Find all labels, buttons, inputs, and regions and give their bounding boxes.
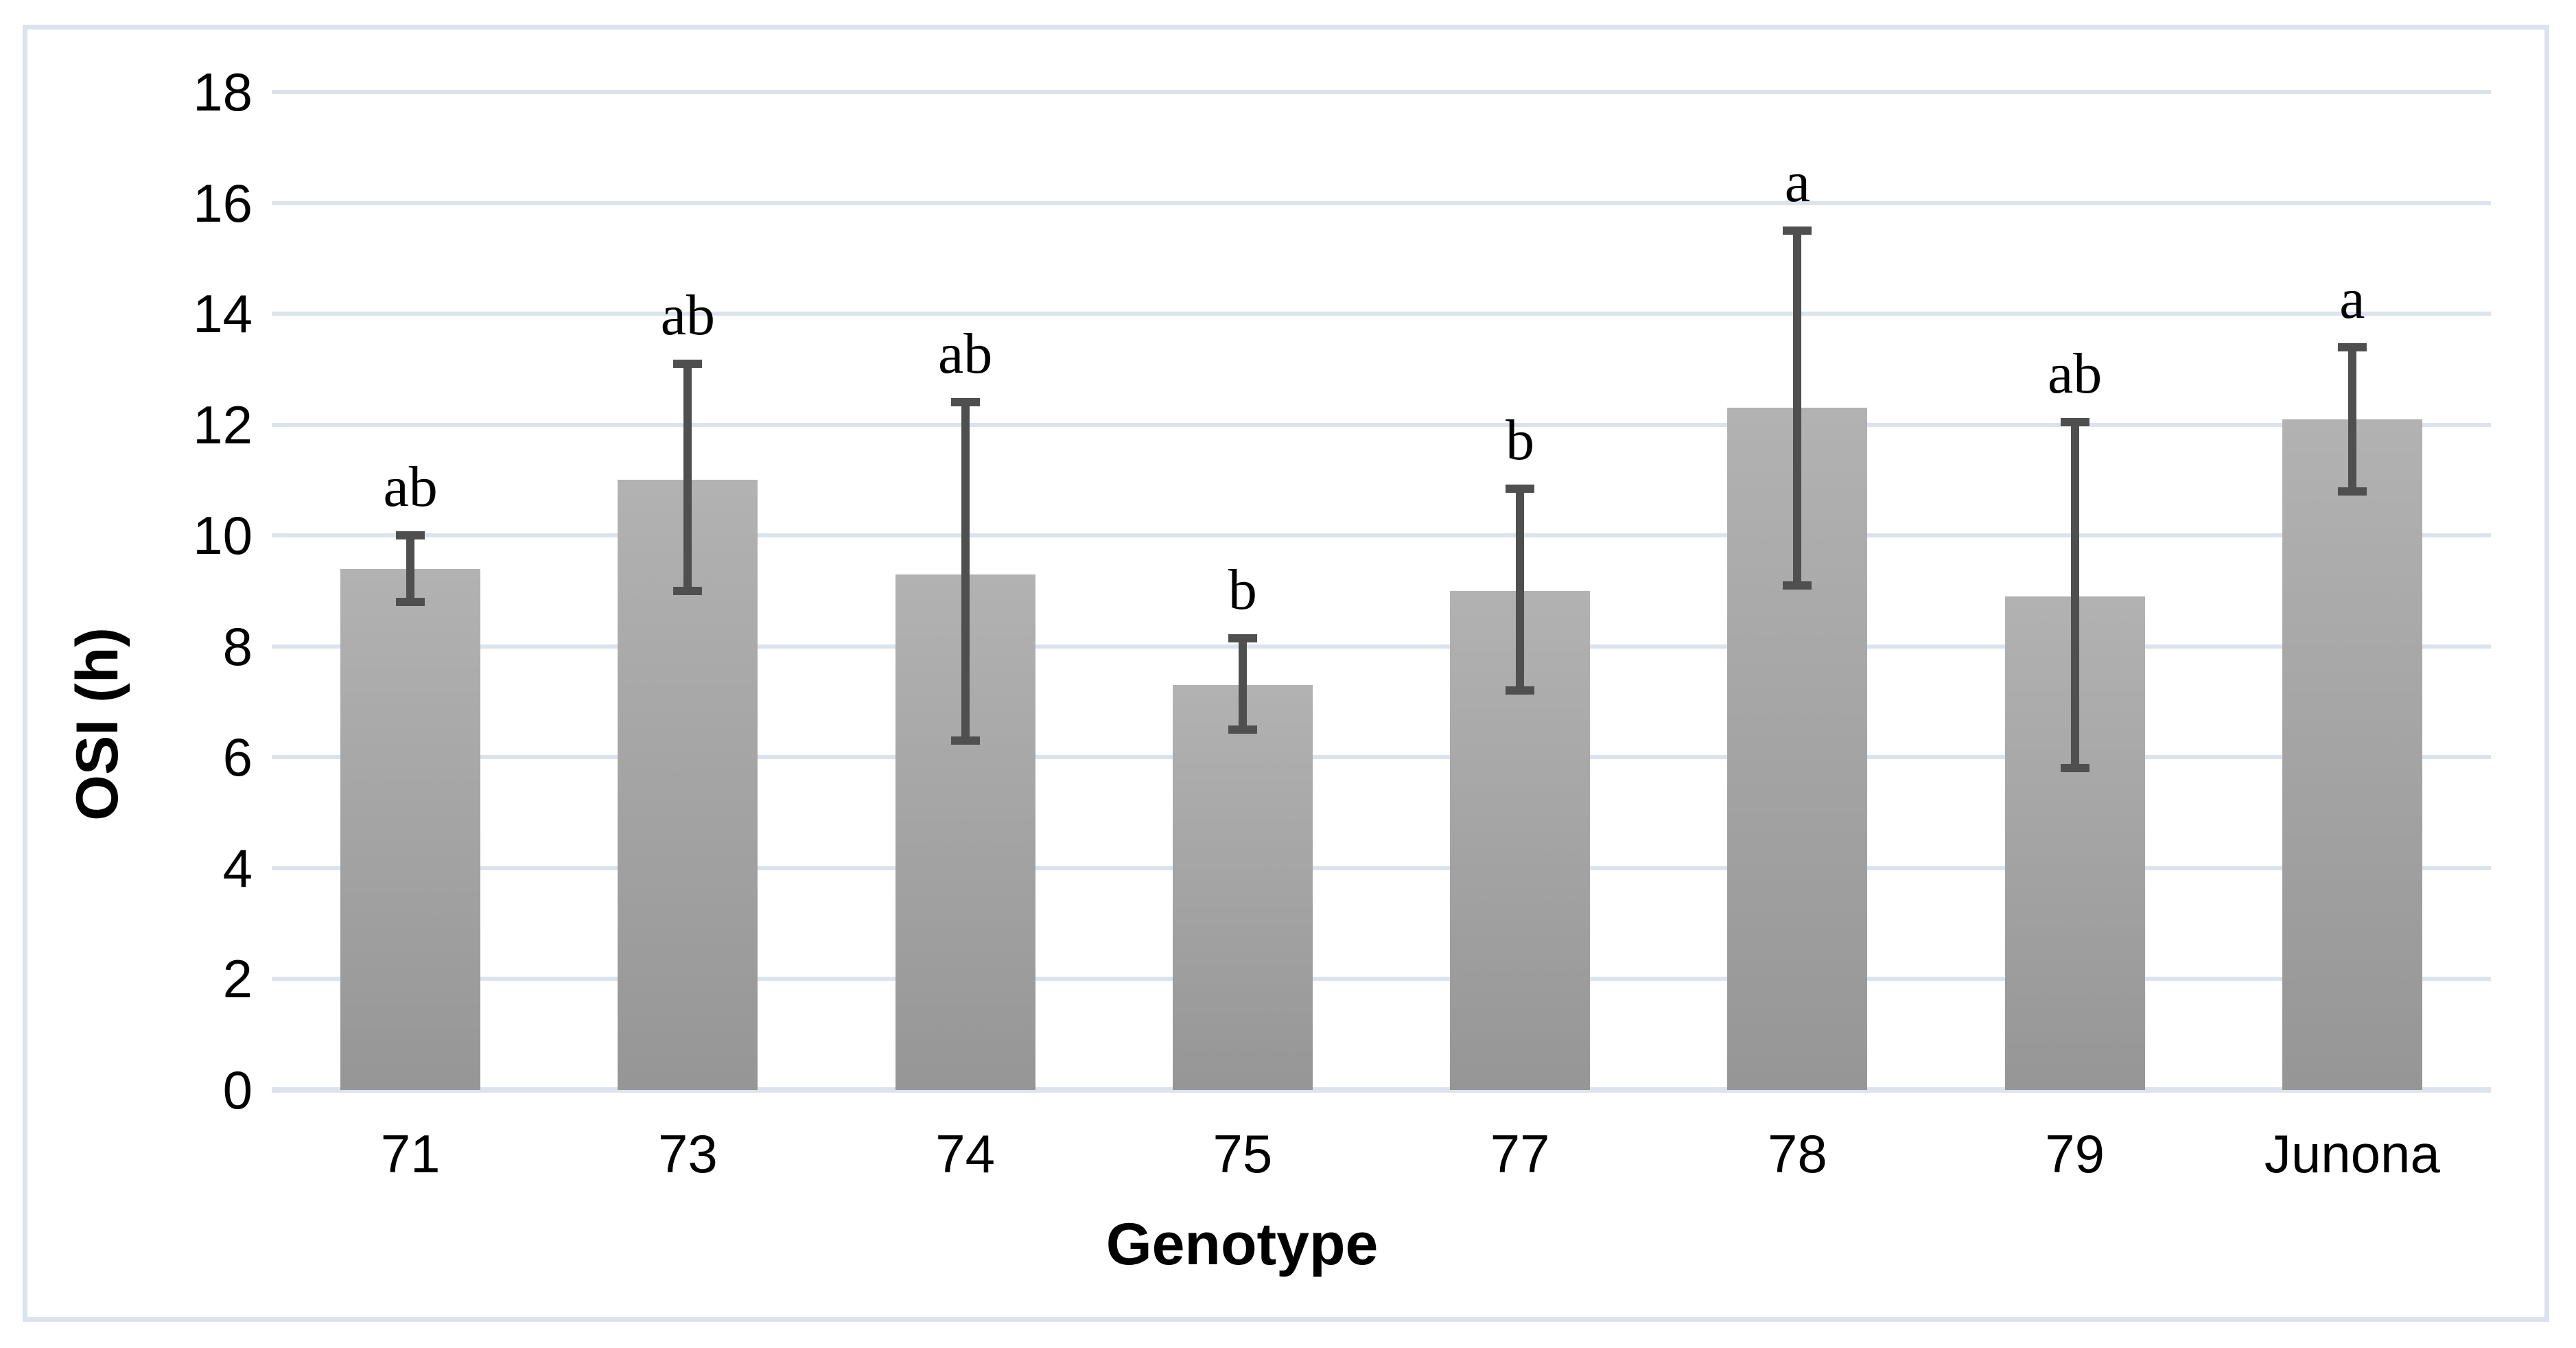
error-bar-stem [1516,484,1525,695]
error-bar [950,398,980,745]
significance-label: a [1784,150,1811,214]
gridline [272,312,2491,316]
y-tick-label: 4 [222,837,253,898]
y-tick-label: 18 [193,61,253,122]
error-bar [396,531,425,607]
y-tick-label: 10 [193,505,253,566]
error-bar [2060,417,2089,773]
significance-label: b [1506,408,1535,472]
significance-label: ab [2047,341,2103,406]
category-label: 79 [2045,1124,2105,1184]
error-bar-stem [406,531,415,607]
chart-outer-border [23,25,2549,1322]
significance-label: b [1228,557,1257,622]
gridline [272,89,2491,94]
category-label: 75 [1213,1124,1273,1184]
y-tick-label: 6 [222,727,253,788]
error-bar-stem [961,398,970,745]
gridline [272,755,2491,760]
category-label: 78 [1767,1124,1827,1184]
error-bar [1228,634,1257,734]
error-bar-stem [1793,226,1802,590]
error-bar-stem [2347,342,2356,496]
significance-label: a [2339,266,2365,331]
gridline [272,644,2491,649]
category-label: Junona [2264,1124,2440,1184]
gridline [272,977,2491,981]
error-bar [2337,342,2367,496]
error-bar-stem [683,359,692,595]
error-bar-stem [1238,634,1247,734]
significance-label: ab [937,322,993,386]
gridline [272,200,2491,205]
y-tick-label: 0 [222,1060,253,1120]
gridline [272,422,2491,427]
error-bar [1783,226,1812,590]
gridline [272,865,2491,870]
category-label: 73 [657,1124,718,1184]
significance-label: ab [383,455,438,520]
y-tick-label: 16 [193,172,253,233]
x-axis-title: Genotype [1105,1211,1379,1277]
category-label: 74 [935,1124,996,1184]
category-label: 71 [380,1124,441,1184]
bar [1172,685,1313,1090]
significance-label: ab [660,283,716,347]
bar [340,568,481,1090]
y-tick-label: 12 [193,394,253,455]
error-bar-stem [2070,417,2079,773]
category-label: 77 [1490,1124,1550,1184]
gridline [272,1087,2491,1093]
bar [2282,419,2422,1090]
error-bar [1506,484,1535,695]
y-tick-label: 8 [222,616,253,677]
y-tick-label: 14 [193,283,253,345]
gridline [272,533,2491,538]
error-bar [673,359,703,595]
y-axis-title: OSI (h) [65,627,130,821]
y-tick-label: 2 [222,949,253,1010]
